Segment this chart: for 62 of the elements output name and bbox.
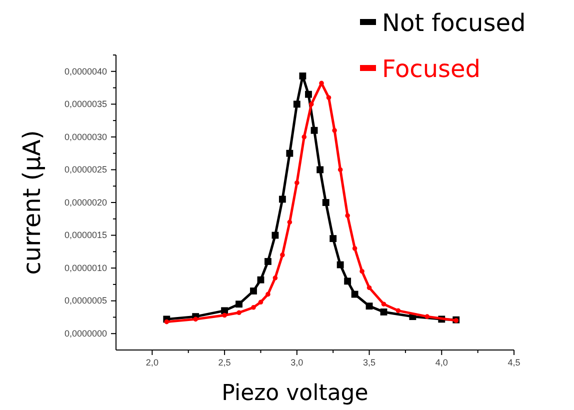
point [272,276,278,280]
point [193,316,198,322]
point [236,310,242,316]
point [287,220,292,225]
x-tick-label: 3,0 [290,357,304,368]
point [272,232,279,239]
point [264,258,272,265]
point [257,276,264,284]
point [310,126,318,134]
point [221,307,228,314]
legend-label: Not focused [382,9,526,37]
point [380,308,388,316]
y-tick-label: 0,0000030 [64,132,107,142]
point [280,252,285,258]
point [338,167,343,172]
point [294,180,300,186]
point [344,278,352,285]
point [286,150,294,157]
point [424,314,430,319]
y-tick-label: 0,0000020 [64,197,107,208]
point [352,246,358,251]
point [396,308,401,314]
point [366,302,373,310]
y-tick-label: 0,0000035 [64,99,107,110]
point [164,319,170,324]
point [326,95,332,100]
point [351,290,358,298]
x-tick-label: 2,0 [146,357,158,368]
point [322,199,330,206]
y-tick-label: 0,0000015 [64,230,107,240]
point [316,166,324,174]
point [305,90,312,98]
y-axis-title: current (µA) [18,130,46,275]
y-tick-label: 0,0000005 [64,296,107,306]
point [330,235,337,242]
point [308,102,314,107]
point [293,100,300,108]
point [222,312,227,318]
y-tick-label: 0,0000040 [64,66,107,76]
y-tick-label: 0,0000000 [64,328,107,338]
point [366,285,372,290]
y-tick-label: 0,0000025 [64,164,107,175]
point [302,134,307,140]
point [336,261,344,268]
x-tick-label: 2,5 [218,357,231,368]
x-tick-label: 4,5 [508,357,520,368]
x-axis-title: Piezo voltage [222,381,368,406]
point [258,300,264,305]
point [236,300,242,308]
x-tick-label: 3,5 [363,357,376,368]
x-tick-label: 4,0 [435,357,448,368]
point [250,288,257,294]
point [381,302,386,306]
point [251,305,256,310]
point [266,292,270,297]
legend-label: Focused [382,55,481,83]
point [345,213,350,218]
point [299,72,306,80]
point [332,128,337,133]
point [360,268,364,274]
point [278,196,286,203]
y-tick-label: 0,0000010 [64,262,107,273]
